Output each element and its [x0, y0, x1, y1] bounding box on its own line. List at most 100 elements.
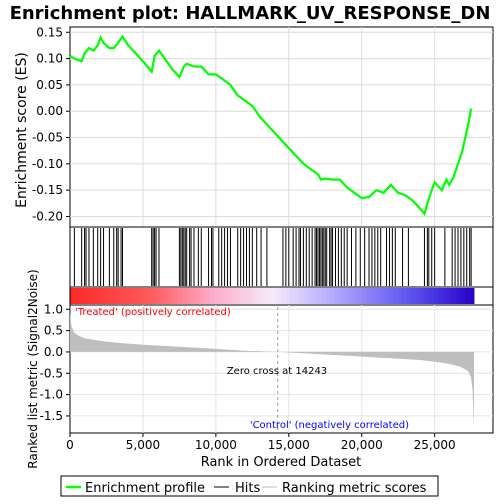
rank-y-ticks: 1.0 0.5 0.0 -0.5 -1.0 -1.5: [40, 302, 70, 423]
color-bar-segment: [357, 288, 363, 304]
rank-y-tick-label: 1.0: [44, 302, 63, 316]
color-bar-segment: [70, 288, 75, 304]
chart-title: Enrichment plot: HALLMARK_UV_RESPONSE_DN: [10, 3, 491, 24]
color-bar-segment: [236, 288, 241, 304]
color-bar-segment: [191, 288, 197, 304]
color-bar-segment: [146, 288, 152, 304]
color-bar-segment: [155, 288, 161, 304]
rank-y-tick-label: -0.5: [40, 366, 63, 380]
color-bar-segment: [411, 288, 417, 304]
color-bar-segment: [415, 288, 421, 304]
color-bar-segment: [330, 288, 336, 304]
color-bar-segment: [195, 288, 201, 304]
color-bar-segment: [307, 288, 313, 304]
color-bar-segment: [209, 288, 215, 304]
color-bar-segment: [177, 288, 183, 304]
control-label: 'Control' (negatively correlated): [250, 420, 409, 431]
color-bar-segment: [406, 288, 412, 304]
treated-label: 'Treated' (positively correlated): [75, 307, 231, 318]
legend-label-enrichment-profile: Enrichment profile: [85, 481, 205, 496]
x-tick-label: 25,000: [414, 438, 456, 452]
color-bar-segment: [249, 288, 255, 304]
es-y-ticks: 0.15 0.10 0.05 0.00 -0.05 -0.10 -0.15 -0.20: [32, 25, 70, 223]
es-y-axis-label: Enrichment score (ES): [14, 52, 30, 208]
hit-markers: [73, 228, 472, 286]
es-y-tick-label: -0.20: [32, 209, 63, 223]
color-bar-segment: [231, 288, 237, 304]
color-bar-segment: [245, 288, 250, 304]
color-bar-segment: [222, 288, 228, 304]
color-bar-segment: [204, 288, 210, 304]
color-bar-segment: [420, 288, 426, 304]
color-bar-segment: [110, 288, 116, 304]
color-bar-segment: [343, 288, 349, 304]
legend-label-hits: Hits: [235, 481, 260, 496]
color-bar-segment: [433, 288, 439, 304]
color-bar-segment: [173, 288, 179, 304]
color-bar-segment: [92, 288, 98, 304]
color-bar-segment: [424, 288, 430, 304]
color-bar-segment: [379, 288, 385, 304]
color-bar-segment: [87, 288, 93, 304]
enrichment-profile-line: [69, 34, 473, 217]
color-bar-segment: [227, 288, 233, 304]
legend-box: [60, 475, 439, 497]
color-bar-segment: [74, 288, 80, 304]
rank-panel-frame: [69, 304, 494, 434]
color-bar-segment: [182, 288, 188, 304]
color-bar-segment: [240, 288, 246, 304]
color-bar-segment: [442, 288, 448, 304]
color-bar-segment: [438, 288, 444, 304]
color-bar-segment: [312, 288, 318, 304]
hits-panel-frame: [69, 226, 494, 288]
x-tick-label: 5,000: [126, 438, 160, 452]
color-bar-segment: [267, 288, 273, 304]
legend: Enrichment profile Hits Ranking metric s…: [60, 475, 439, 497]
color-bar-segment: [316, 288, 322, 304]
color-bar-segment: [325, 288, 331, 304]
es-y-tick-label: 0.10: [36, 52, 63, 66]
color-bar-segment: [388, 288, 394, 304]
color-bar-segment: [361, 288, 367, 304]
x-ticks: 0 5,000 10,000 15,000 20,000 25,000: [66, 433, 456, 452]
x-tick-label: 10,000: [195, 438, 237, 452]
es-y-tick-label: 0.05: [36, 78, 63, 92]
color-bar-segment: [186, 288, 192, 304]
color-bar-segment: [137, 288, 143, 304]
rank-y-tick-label: 0.0: [44, 345, 63, 359]
color-bar-segment: [384, 288, 390, 304]
color-bar-segment: [254, 288, 259, 304]
color-bar-segment: [200, 288, 206, 304]
color-bar-segment: [334, 288, 340, 304]
rank-y-tick-label: -1.0: [40, 388, 63, 402]
color-bar-segment: [352, 288, 358, 304]
color-bar-segment: [321, 288, 327, 304]
color-bar-segment: [285, 288, 291, 304]
color-bar-segment: [123, 288, 129, 304]
color-bar-segment: [370, 288, 376, 304]
color-bar-segment: [280, 288, 286, 304]
color-bar-segment: [96, 288, 102, 304]
color-bar-segment: [119, 288, 125, 304]
es-panel-grid: [70, 27, 493, 227]
color-bar-segment: [469, 288, 475, 304]
color-bar-segment: [294, 288, 300, 304]
color-bar-segment: [78, 288, 84, 304]
color-bar-segment: [289, 288, 295, 304]
color-bar-segment: [101, 288, 107, 304]
color-bar-segment: [460, 288, 466, 304]
rank-y-tick-label: -1.5: [40, 409, 63, 423]
color-bar-segment: [128, 288, 134, 304]
color-bar-segment: [393, 288, 399, 304]
color-bar-segment: [213, 288, 219, 304]
color-bar-segment: [366, 288, 372, 304]
color-bar-segment: [465, 288, 470, 304]
color-bar-segment: [150, 288, 156, 304]
color-bar-segment: [132, 288, 138, 304]
color-bar-segment: [456, 288, 461, 304]
es-y-tick-label: -0.15: [32, 183, 63, 197]
zero-cross-label: Zero cross at 14243: [227, 366, 327, 377]
x-tick-label: 15,000: [268, 438, 310, 452]
color-bar-segment: [429, 288, 435, 304]
es-y-tick-label: -0.05: [32, 131, 63, 145]
